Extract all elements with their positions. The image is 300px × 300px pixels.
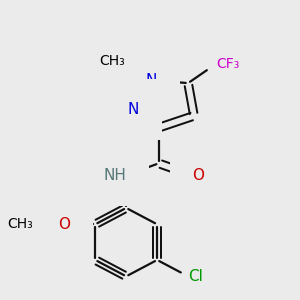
Text: NH: NH (103, 168, 126, 183)
Text: N: N (128, 102, 139, 117)
Text: N: N (146, 73, 157, 88)
Text: CH₃: CH₃ (99, 54, 125, 68)
Text: O: O (193, 168, 205, 183)
Text: O: O (58, 217, 70, 232)
Text: Cl: Cl (188, 269, 203, 284)
Text: CH₃: CH₃ (8, 217, 33, 231)
Text: CF₃: CF₃ (216, 57, 239, 71)
